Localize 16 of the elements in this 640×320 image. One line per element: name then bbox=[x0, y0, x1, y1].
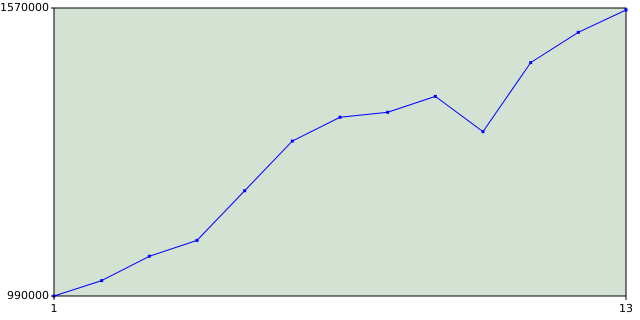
x-tick-label: 13 bbox=[619, 302, 633, 315]
point bbox=[482, 130, 484, 134]
point bbox=[338, 116, 342, 119]
point bbox=[196, 238, 198, 242]
x-tick-label: 1 bbox=[50, 302, 58, 315]
point bbox=[148, 254, 151, 258]
y-tick-label: 990000 bbox=[7, 289, 49, 302]
point bbox=[100, 279, 104, 282]
point bbox=[243, 189, 246, 192]
point bbox=[386, 110, 390, 114]
point bbox=[529, 61, 532, 64]
point bbox=[576, 30, 580, 34]
point bbox=[434, 94, 437, 98]
line-series bbox=[52, 8, 628, 298]
y-tick-label: 1570000 bbox=[0, 1, 49, 14]
point bbox=[290, 140, 294, 143]
